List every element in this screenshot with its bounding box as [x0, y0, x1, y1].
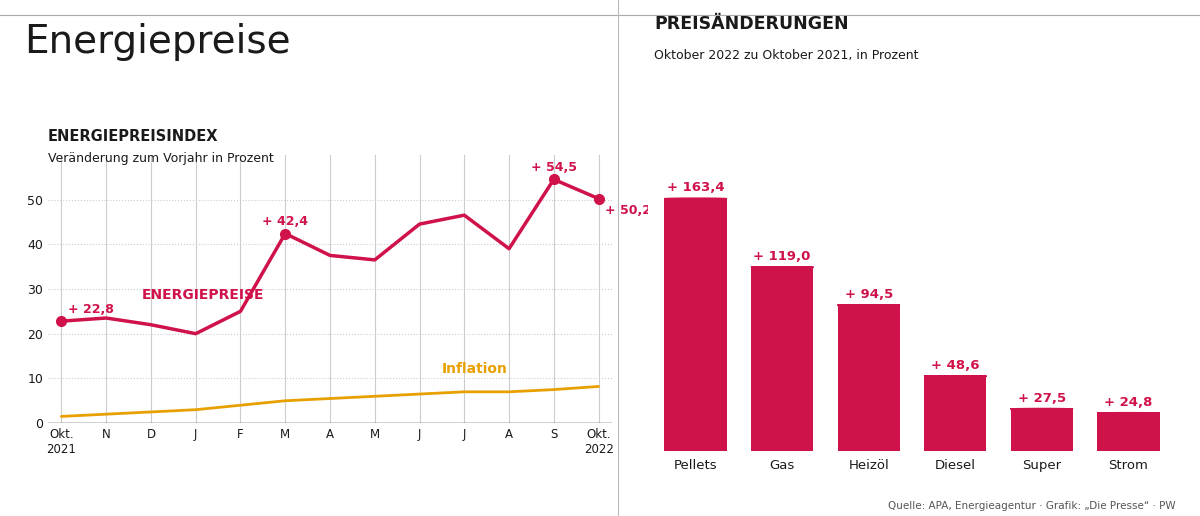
Bar	[665, 199, 727, 451]
Text: Veränderung zum Vorjahr in Prozent: Veränderung zum Vorjahr in Prozent	[48, 152, 274, 165]
Text: + 22,8: + 22,8	[68, 303, 114, 316]
Text: Oktober 2022 zu Oktober 2021, in Prozent: Oktober 2022 zu Oktober 2021, in Prozent	[654, 49, 918, 62]
Text: + 24,8: + 24,8	[1104, 396, 1152, 409]
Text: Quelle: APA, Energieagentur · Grafik: „Die Presse“ · PW: Quelle: APA, Energieagentur · Grafik: „D…	[888, 501, 1176, 511]
Text: + 27,5: + 27,5	[1018, 392, 1066, 405]
Bar	[1010, 409, 1073, 451]
Text: Super: Super	[1022, 459, 1061, 472]
Bar	[751, 267, 814, 451]
Polygon shape	[665, 198, 727, 199]
Text: ENERGIEPREISINDEX: ENERGIEPREISINDEX	[48, 129, 218, 144]
Text: + 42,4: + 42,4	[263, 215, 308, 228]
Text: ENERGIEPREISE: ENERGIEPREISE	[142, 288, 264, 302]
Text: Strom: Strom	[1109, 459, 1148, 472]
Text: + 48,6: + 48,6	[931, 359, 979, 372]
Bar	[1097, 413, 1159, 451]
Text: Pellets: Pellets	[673, 459, 718, 472]
Text: Gas: Gas	[769, 459, 794, 472]
Text: + 119,0: + 119,0	[754, 250, 811, 263]
Text: + 94,5: + 94,5	[845, 288, 893, 301]
Bar	[924, 376, 986, 451]
Bar	[838, 305, 900, 451]
Text: Heizöl: Heizöl	[848, 459, 889, 472]
Text: + 54,5: + 54,5	[530, 161, 577, 174]
Text: PREISÄNDERUNGEN: PREISÄNDERUNGEN	[654, 15, 848, 34]
Text: Diesel: Diesel	[935, 459, 976, 472]
Text: + 50,2: + 50,2	[605, 204, 652, 217]
Text: + 163,4: + 163,4	[667, 181, 725, 194]
Text: Inflation: Inflation	[442, 362, 508, 376]
Text: Energiepreise: Energiepreise	[24, 23, 290, 61]
